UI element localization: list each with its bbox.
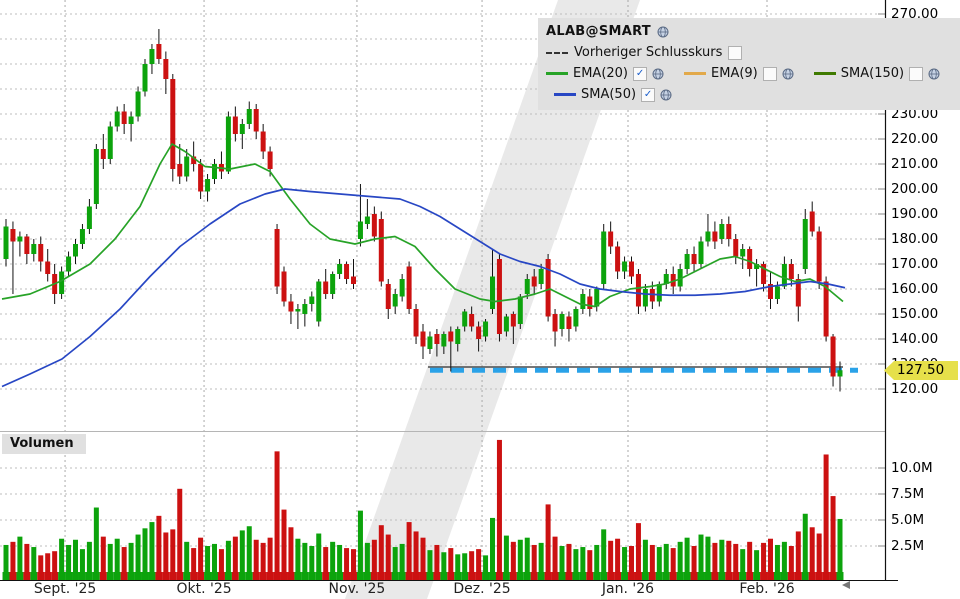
price-tick-label: 150.00 — [891, 306, 939, 322]
month-label: Okt. '25 — [176, 581, 232, 597]
last-price-tag: 127.50 — [884, 361, 958, 380]
globe-icon[interactable] — [652, 68, 664, 80]
price-tick-label: 200.00 — [891, 181, 939, 197]
volume-panel-label: Volumen — [2, 434, 86, 454]
price-tick-label: 160.00 — [891, 281, 939, 297]
volume-tick-label: 10.0M — [891, 460, 933, 476]
price-tick-label: 140.00 — [891, 331, 939, 347]
legend-item-label: SMA(50) — [581, 87, 637, 102]
symbol-title: ALAB@SMART — [546, 24, 651, 39]
globe-icon[interactable] — [928, 68, 940, 80]
month-label: Feb. '26 — [739, 581, 795, 597]
price-tick-label: 180.00 — [891, 231, 939, 247]
chart-legend: ALAB@SMART Vorheriger Schlusskurs EMA(20… — [538, 18, 960, 110]
price-tick-label: 190.00 — [891, 206, 939, 222]
sma150-checkbox[interactable] — [909, 66, 924, 81]
prev-close-checkbox[interactable] — [728, 45, 743, 60]
month-label: Dez. '25 — [453, 581, 511, 597]
price-tick-label: 120.00 — [891, 381, 939, 397]
month-label: Nov. '25 — [328, 581, 386, 597]
volume-tick-label: 2.5M — [891, 538, 925, 554]
legend-item-label: EMA(9) — [711, 66, 758, 81]
globe-icon[interactable] — [782, 68, 794, 80]
sma150-line-sample — [813, 72, 836, 75]
legend-item-label: SMA(150) — [840, 66, 905, 81]
volume-tick-label: 5.0M — [891, 512, 925, 528]
ema20-checkbox[interactable]: ✓ — [633, 66, 648, 81]
globe-icon[interactable] — [657, 26, 669, 38]
globe-icon[interactable] — [660, 89, 672, 101]
price-tick-label: 230.00 — [891, 106, 939, 122]
month-label: Sept. '25 — [33, 581, 97, 597]
price-tick-label: 210.00 — [891, 156, 939, 172]
prev-close-line-sample — [546, 51, 568, 54]
ema9-line-sample — [684, 72, 707, 75]
volume-tick-label: 7.5M — [891, 486, 925, 502]
sma50-line-sample — [554, 93, 576, 96]
legend-item-label: EMA(20) — [573, 66, 629, 81]
legend-item-label: Vorheriger Schlusskurs — [574, 45, 723, 60]
ema20-line-sample — [546, 72, 568, 75]
price-tick-label: 220.00 — [891, 131, 939, 147]
price-tick-label: 170.00 — [891, 256, 939, 272]
ema9-checkbox[interactable] — [762, 66, 777, 81]
sma50-checkbox[interactable]: ✓ — [641, 87, 656, 102]
month-label: Jan. '26 — [601, 581, 655, 597]
